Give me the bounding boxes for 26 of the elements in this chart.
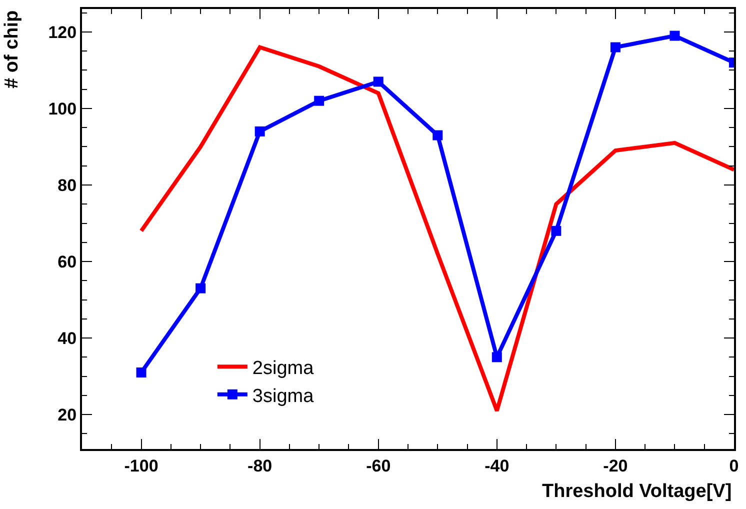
x-axis-title: Threshold Voltage[V] — [542, 481, 732, 502]
x-tick-label: 0 — [729, 456, 739, 476]
point — [136, 367, 146, 378]
y-tick-label: 100 — [48, 99, 77, 118]
point — [432, 130, 443, 140]
y-axis-title: # of chip — [2, 10, 22, 88]
point — [551, 226, 562, 236]
y-tick-label: 80 — [58, 176, 77, 195]
point — [373, 76, 384, 87]
y-tick-label: 60 — [58, 252, 77, 272]
point — [254, 126, 265, 136]
point — [314, 96, 324, 106]
point — [492, 352, 502, 362]
point — [670, 30, 680, 41]
point — [196, 283, 206, 294]
x-tick-label: -20 — [603, 456, 628, 476]
x-tick-label: -40 — [484, 456, 510, 476]
point — [610, 42, 620, 52]
y-tick-label: 40 — [58, 328, 77, 348]
y-tick-label: 20 — [58, 406, 77, 425]
y-tick-label: 120 — [48, 22, 77, 42]
x-tick-label: -100 — [124, 456, 158, 476]
legend-label: 3sigma — [252, 386, 314, 407]
legend-label: 2sigma — [252, 358, 314, 380]
x-tick-label: -80 — [248, 456, 272, 476]
x-tick-label: -60 — [366, 456, 391, 476]
